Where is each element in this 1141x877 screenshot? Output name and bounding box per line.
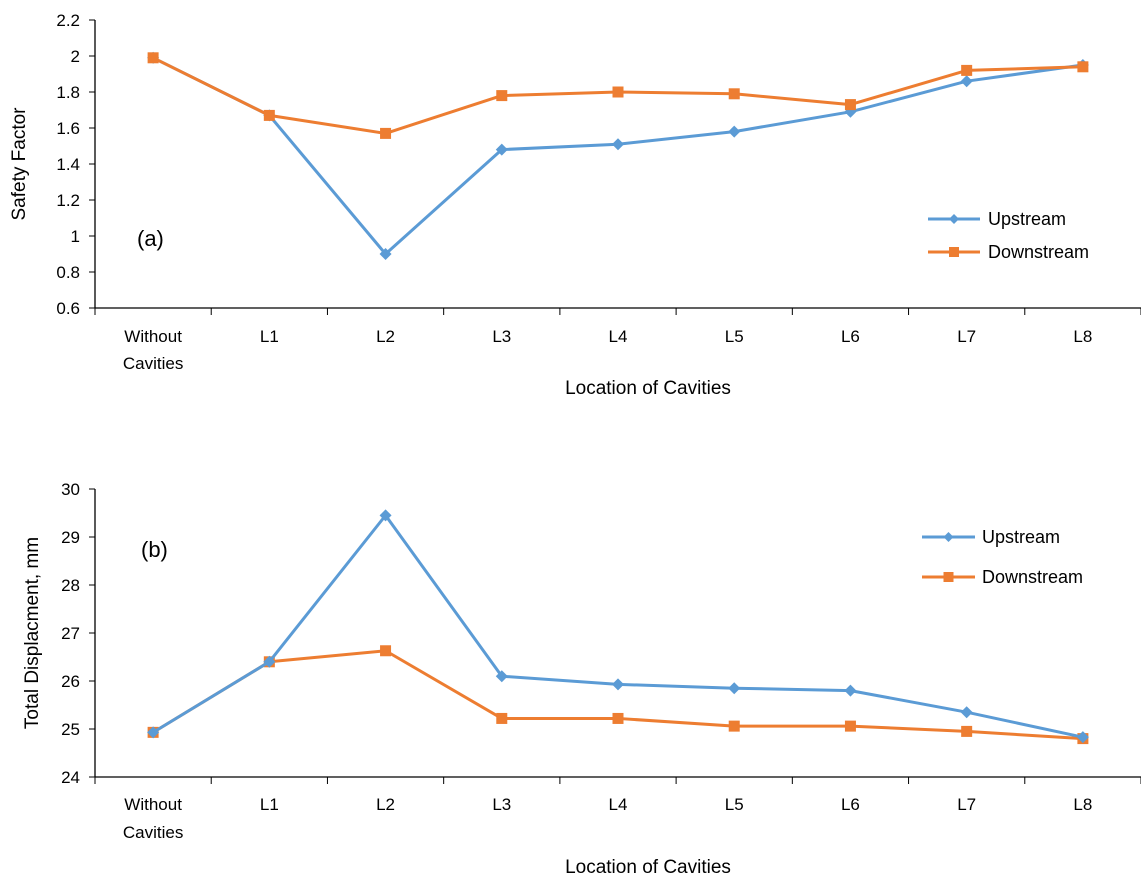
data-point-downstream <box>844 99 856 111</box>
y-tick-label: 0.6 <box>56 299 80 318</box>
legend: Upstream Downstream <box>922 527 1083 587</box>
series-upstream <box>147 509 1089 744</box>
data-point-downstream <box>380 127 392 139</box>
data-point-downstream <box>728 720 740 732</box>
y-tick-label: 2.2 <box>56 11 80 30</box>
legend-marker-downstream <box>943 572 954 582</box>
x-tick-label: Without <box>124 327 182 346</box>
data-point-downstream <box>147 52 159 64</box>
y-tick-label: 2 <box>71 47 80 66</box>
data-point-upstream <box>960 706 973 719</box>
y-tick-label: 1.8 <box>56 83 80 102</box>
data-point-downstream <box>612 86 624 98</box>
x-tick-label: L3 <box>492 327 511 346</box>
x-tick-label: L2 <box>376 795 395 814</box>
y-tick-label: 29 <box>61 528 80 547</box>
y-axis-title: Safety Factor <box>9 107 30 221</box>
series-line-downstream <box>152 649 1083 741</box>
x-tick-label: L1 <box>260 327 279 346</box>
data-point-downstream <box>612 712 624 724</box>
data-point-downstream <box>1077 61 1089 73</box>
y-tick-label: 24 <box>61 768 80 787</box>
data-point-downstream <box>844 720 856 732</box>
legend-marker-upstream <box>949 214 959 224</box>
y-tick-label: 26 <box>61 672 80 691</box>
data-point-upstream <box>612 678 624 691</box>
data-point-downstream <box>961 64 973 76</box>
x-tick-label: L4 <box>609 327 628 346</box>
y-axis-title: Total Displacment, mm <box>22 537 43 729</box>
data-point-upstream <box>379 248 392 260</box>
x-tick-label: L5 <box>725 327 744 346</box>
x-tick-label: L4 <box>609 795 628 814</box>
chart-panel-a: 0.6 0.8 1 1.2 1.4 1.6 1.8 2 2.2 Without Cavities L1… <box>9 11 1141 399</box>
x-tick-label: L5 <box>725 795 744 814</box>
x-tick-label: L8 <box>1073 795 1092 814</box>
y-tick-label: 0.8 <box>56 263 80 282</box>
data-point-upstream <box>728 682 741 695</box>
y-tick-label: 1.2 <box>56 191 80 210</box>
y-tick-label: 30 <box>61 480 80 499</box>
legend-label-downstream: Downstream <box>982 567 1083 587</box>
legend: Upstream Downstream <box>928 209 1089 262</box>
chart-panel-b: 24 25 26 27 28 29 30 Without Cavities L1 L2 L3 L4 L5 L… <box>22 480 1141 877</box>
data-point-downstream <box>496 90 508 102</box>
data-point-upstream <box>263 655 276 668</box>
series-downstream <box>147 645 1089 745</box>
y-tick-label: 1 <box>71 227 80 246</box>
series-line-upstream <box>152 513 1084 739</box>
data-point-upstream <box>960 75 973 88</box>
y-tick-label: 1.6 <box>56 119 80 138</box>
x-tick-label: L7 <box>957 795 976 814</box>
legend-label-downstream: Downstream <box>988 242 1089 262</box>
legend-label-upstream: Upstream <box>988 209 1066 229</box>
x-axis-title: Location of Cavities <box>565 857 731 877</box>
y-tick-label: 1.4 <box>56 155 80 174</box>
data-point-upstream <box>147 726 160 739</box>
y-tick-label: 28 <box>61 576 80 595</box>
y-tick-label: 27 <box>61 624 80 643</box>
series-downstream <box>147 52 1089 139</box>
data-point-upstream <box>1076 731 1089 744</box>
x-tick-label: L6 <box>841 795 860 814</box>
data-point-upstream <box>728 125 741 138</box>
legend-label-upstream: Upstream <box>982 527 1060 547</box>
data-point-upstream <box>495 143 508 156</box>
data-point-downstream <box>496 712 508 724</box>
panel-label: (a) <box>137 226 164 251</box>
y-tick-label: 25 <box>61 720 80 739</box>
data-point-upstream <box>495 670 508 683</box>
x-tick-label: L1 <box>260 795 279 814</box>
data-point-upstream <box>379 509 392 522</box>
data-point-downstream <box>380 645 392 657</box>
x-tick-label: L2 <box>376 327 395 346</box>
series-upstream <box>147 51 1089 260</box>
x-tick-label-line2: Cavities <box>123 823 183 842</box>
panel-label: (b) <box>141 537 168 562</box>
x-tick-label: Without <box>124 795 182 814</box>
x-tick-label: L8 <box>1073 327 1092 346</box>
legend-marker-upstream <box>943 532 954 542</box>
x-tick-label: L3 <box>492 795 511 814</box>
x-tick-label: L6 <box>841 327 860 346</box>
data-point-downstream <box>263 109 275 121</box>
x-tick-label: L7 <box>957 327 976 346</box>
data-point-downstream <box>961 725 973 737</box>
data-point-upstream <box>844 684 857 697</box>
legend-marker-downstream <box>949 247 959 257</box>
x-tick-label-line2: Cavities <box>123 354 183 373</box>
data-point-downstream <box>728 88 740 100</box>
x-axis-title: Location of Cavities <box>565 378 731 399</box>
data-point-upstream <box>612 138 624 151</box>
